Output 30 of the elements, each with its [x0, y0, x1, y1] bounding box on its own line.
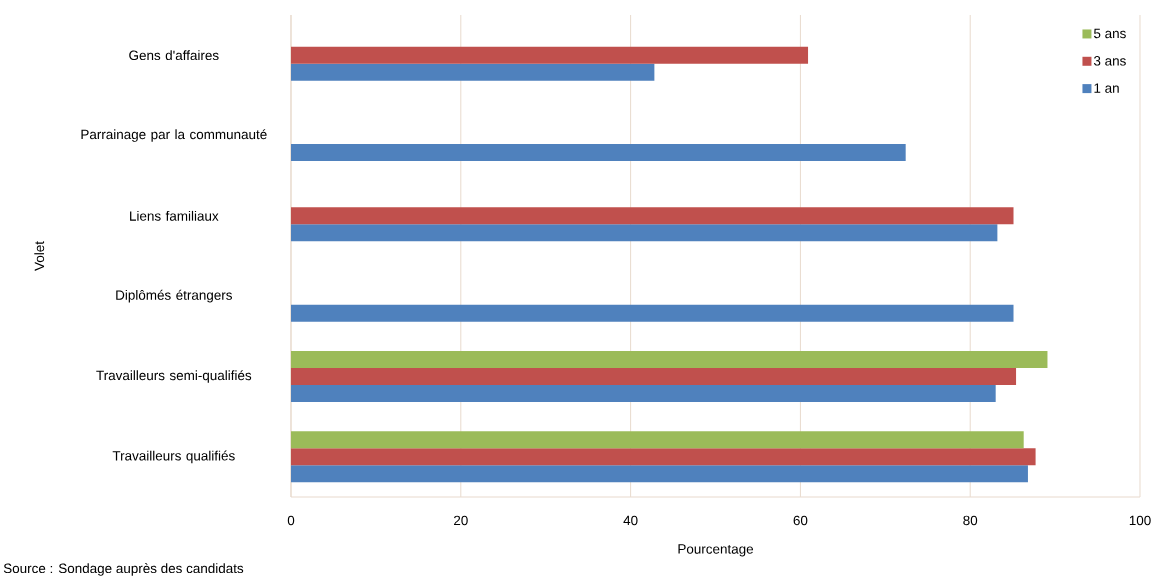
- legend-label: 3 ans: [1093, 56, 1126, 66]
- bar: [291, 367, 1017, 385]
- y-tick-label: Travailleurs semi-qualifiés: [96, 370, 252, 383]
- bar: [291, 224, 998, 242]
- x-tick-label: 0: [287, 515, 295, 526]
- x-tick-label: 80: [963, 515, 978, 526]
- x-tick-label: 40: [623, 515, 638, 526]
- y-tick-label: Travailleurs qualifiés: [112, 450, 235, 464]
- y-axis-title: Volet: [34, 241, 45, 271]
- y-tick-label: Gens d'affaires: [129, 50, 219, 61]
- x-axis-title: Pourcentage: [678, 544, 754, 557]
- bar: [291, 384, 996, 402]
- bar: [291, 143, 906, 161]
- x-tick-label: 60: [793, 515, 808, 526]
- bar: [291, 207, 1014, 225]
- y-tick-label: Liens familiaux: [130, 210, 219, 221]
- x-tick-label: 100: [1129, 515, 1151, 526]
- y-tick-label: Parrainage par la communauté: [81, 129, 267, 142]
- bar: [291, 431, 1024, 449]
- legend-label: 5 ans: [1093, 28, 1126, 39]
- bar: [291, 46, 809, 64]
- bar: [291, 63, 655, 81]
- x-tick-label: 20: [454, 515, 468, 526]
- bar: [291, 465, 1028, 483]
- legend-label: 1 an: [1094, 83, 1119, 93]
- bar: [291, 448, 1036, 466]
- y-tick-label: Diplômés étrangers: [116, 289, 232, 303]
- source-note: Source : Sondage auprès des candidats: [3, 563, 244, 576]
- bar: [291, 350, 1048, 368]
- bar: [291, 304, 1014, 322]
